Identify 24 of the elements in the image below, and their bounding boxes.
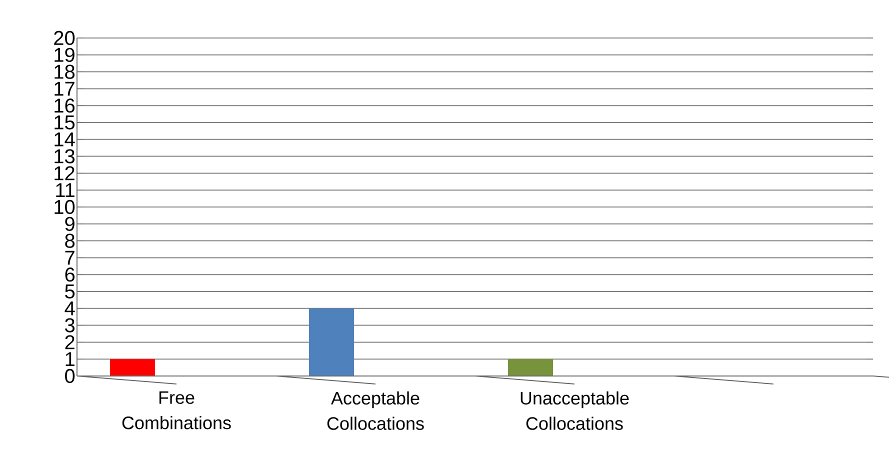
y-tick-label: 14 [54, 132, 75, 146]
x-tick-label: Free Combinations [122, 391, 231, 430]
y-tick-label: 15 [54, 116, 75, 130]
y-tick-label: 13 [54, 149, 75, 164]
y-tick-label: 20 [54, 30, 75, 46]
x-tick-label: Unacceptable Collocations [520, 391, 629, 430]
y-tick-label: 9 [65, 216, 74, 231]
y-tick-label: 0 [65, 368, 75, 384]
y-tick-label: 17 [54, 82, 74, 96]
y-tick-label: 19 [54, 48, 74, 62]
y-tick-label: 2 [65, 335, 74, 350]
y-tick-label: 8 [65, 234, 75, 248]
x-tick-label: Acceptable Collocations [327, 391, 424, 430]
y-tick-label: 3 [65, 318, 75, 332]
y-tick-label: 7 [65, 250, 74, 265]
y-tick-label: 16 [54, 98, 75, 113]
y-tick-label: 11 [56, 183, 74, 197]
y-tick-label: 5 [65, 284, 75, 298]
y-tick-label: 1 [66, 352, 74, 366]
y-tick-label: 4 [64, 302, 75, 316]
y-tick-label: 12 [54, 166, 74, 180]
y-tick-label: 10 [54, 200, 75, 214]
y-tick-label: 18 [54, 64, 75, 79]
y-tick-label: 6 [65, 268, 75, 282]
